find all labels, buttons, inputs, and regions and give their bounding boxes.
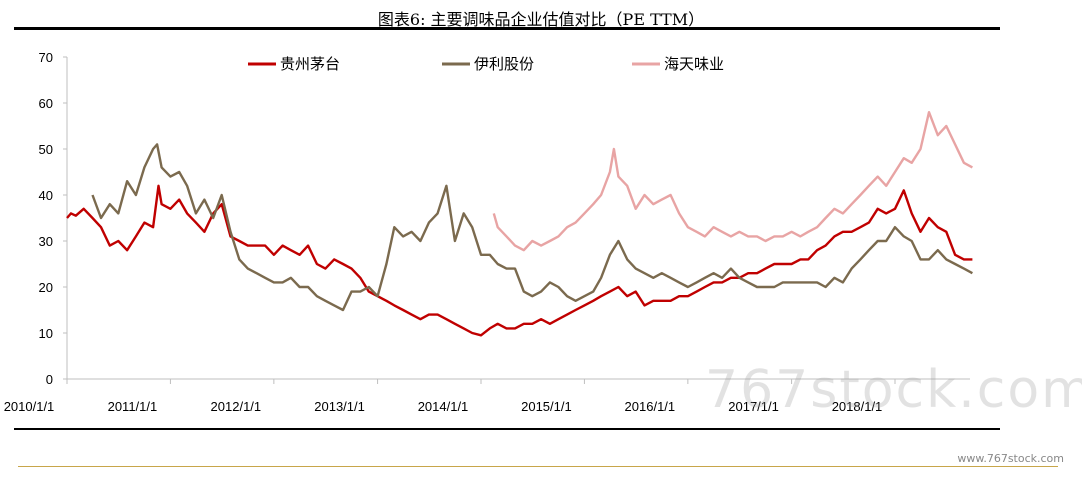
chart-legend: 贵州茅台 伊利股份 海天味业 bbox=[248, 55, 724, 73]
x-tick-label: 2013/1/1 bbox=[314, 399, 365, 414]
x-tick-label: 2010/1/1 bbox=[4, 399, 55, 414]
series-line-2 bbox=[492, 111, 973, 252]
y-tick-label: 30 bbox=[39, 234, 53, 249]
x-tick-label: 2012/1/1 bbox=[211, 399, 262, 414]
y-tick-label: 0 bbox=[46, 372, 53, 387]
footer-site-link[interactable]: www.767stock.com bbox=[957, 452, 1064, 465]
x-tick-label: 2018/1/1 bbox=[832, 399, 883, 414]
chart-axes: 0 10 20 30 40 50 60 70 2010/1/1 2011/1/1 2012/1/1 2… bbox=[4, 50, 970, 414]
legend-label-1: 伊利股份 bbox=[474, 55, 534, 73]
bottom-rule bbox=[14, 428, 1000, 430]
chart-title: 图表6: 主要调味品企业估值对比（PE TTM） bbox=[377, 10, 705, 29]
watermark-text: 767stock.com bbox=[705, 360, 1082, 420]
y-tick-label: 70 bbox=[39, 50, 53, 65]
series-line-0 bbox=[66, 184, 973, 337]
top-rule bbox=[14, 27, 1000, 30]
x-tick-label: 2017/1/1 bbox=[728, 399, 779, 414]
y-tick-label: 20 bbox=[39, 280, 53, 295]
y-tick-label: 60 bbox=[39, 96, 53, 111]
x-tick-label: 2015/1/1 bbox=[521, 399, 572, 414]
y-tick-label: 10 bbox=[39, 326, 53, 341]
y-tick-label: 50 bbox=[39, 142, 53, 157]
footer-rule bbox=[18, 466, 1058, 467]
legend-label-0: 贵州茅台 bbox=[280, 55, 340, 73]
legend-label-2: 海天味业 bbox=[664, 55, 724, 73]
chart-lines bbox=[66, 111, 973, 337]
series-line-1 bbox=[91, 143, 973, 312]
x-tick-label: 2014/1/1 bbox=[418, 399, 469, 414]
x-tick-label: 2011/1/1 bbox=[108, 399, 158, 414]
y-tick-label: 40 bbox=[39, 188, 53, 203]
x-tick-label: 2016/1/1 bbox=[625, 399, 676, 414]
